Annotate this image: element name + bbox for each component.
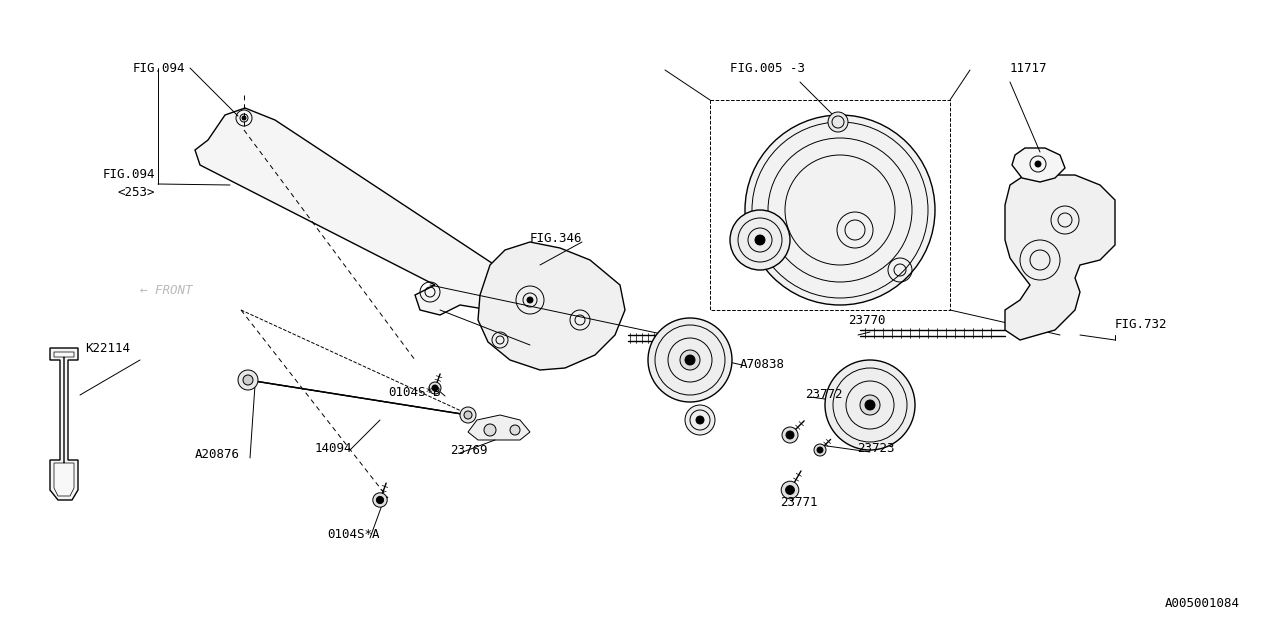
Circle shape — [429, 382, 442, 394]
Circle shape — [828, 112, 849, 132]
Circle shape — [860, 395, 881, 415]
Text: 14094: 14094 — [315, 442, 352, 454]
Circle shape — [685, 355, 695, 365]
Circle shape — [696, 416, 704, 424]
Text: 23770: 23770 — [849, 314, 886, 326]
Circle shape — [238, 370, 259, 390]
Circle shape — [730, 210, 790, 270]
Text: 23771: 23771 — [780, 495, 818, 509]
Circle shape — [465, 411, 472, 419]
Polygon shape — [50, 348, 78, 500]
Text: 23769: 23769 — [451, 444, 488, 456]
Text: FIG.005 -3: FIG.005 -3 — [730, 61, 805, 74]
Text: FIG.732: FIG.732 — [1115, 319, 1167, 332]
Text: ← FRONT: ← FRONT — [140, 284, 192, 296]
Circle shape — [782, 427, 797, 443]
Circle shape — [786, 486, 795, 494]
Circle shape — [433, 385, 438, 391]
Text: 0104S*B: 0104S*B — [388, 387, 440, 399]
Circle shape — [372, 493, 388, 507]
Text: 0104S*A: 0104S*A — [326, 529, 379, 541]
Circle shape — [745, 115, 934, 305]
Circle shape — [1036, 161, 1041, 167]
Circle shape — [527, 297, 532, 303]
Circle shape — [509, 425, 520, 435]
Circle shape — [242, 116, 246, 120]
Text: K22114: K22114 — [84, 342, 131, 355]
Text: 11717: 11717 — [1010, 61, 1047, 74]
Text: A005001084: A005001084 — [1165, 597, 1240, 610]
Text: 23723: 23723 — [858, 442, 895, 454]
Circle shape — [817, 447, 823, 453]
Polygon shape — [54, 352, 74, 496]
Text: 23772: 23772 — [805, 388, 842, 401]
Text: FIG.346: FIG.346 — [530, 232, 582, 244]
Circle shape — [460, 407, 476, 423]
Circle shape — [814, 444, 826, 456]
Circle shape — [648, 318, 732, 402]
Text: FIG.094: FIG.094 — [133, 61, 186, 74]
Text: A70838: A70838 — [740, 358, 785, 371]
Polygon shape — [1012, 148, 1065, 182]
Circle shape — [376, 497, 384, 504]
Bar — [710, 100, 950, 310]
Circle shape — [781, 481, 799, 499]
Polygon shape — [1005, 175, 1115, 340]
Circle shape — [865, 400, 876, 410]
Circle shape — [786, 431, 794, 439]
Circle shape — [826, 360, 915, 450]
Text: A20876: A20876 — [195, 449, 241, 461]
Polygon shape — [477, 242, 625, 370]
Circle shape — [484, 424, 497, 436]
Text: <253>: <253> — [118, 186, 155, 200]
Polygon shape — [195, 108, 520, 315]
Circle shape — [680, 350, 700, 370]
Circle shape — [243, 375, 253, 385]
Circle shape — [755, 235, 765, 245]
Circle shape — [685, 405, 716, 435]
Text: FIG.094: FIG.094 — [102, 168, 155, 182]
Polygon shape — [468, 415, 530, 440]
